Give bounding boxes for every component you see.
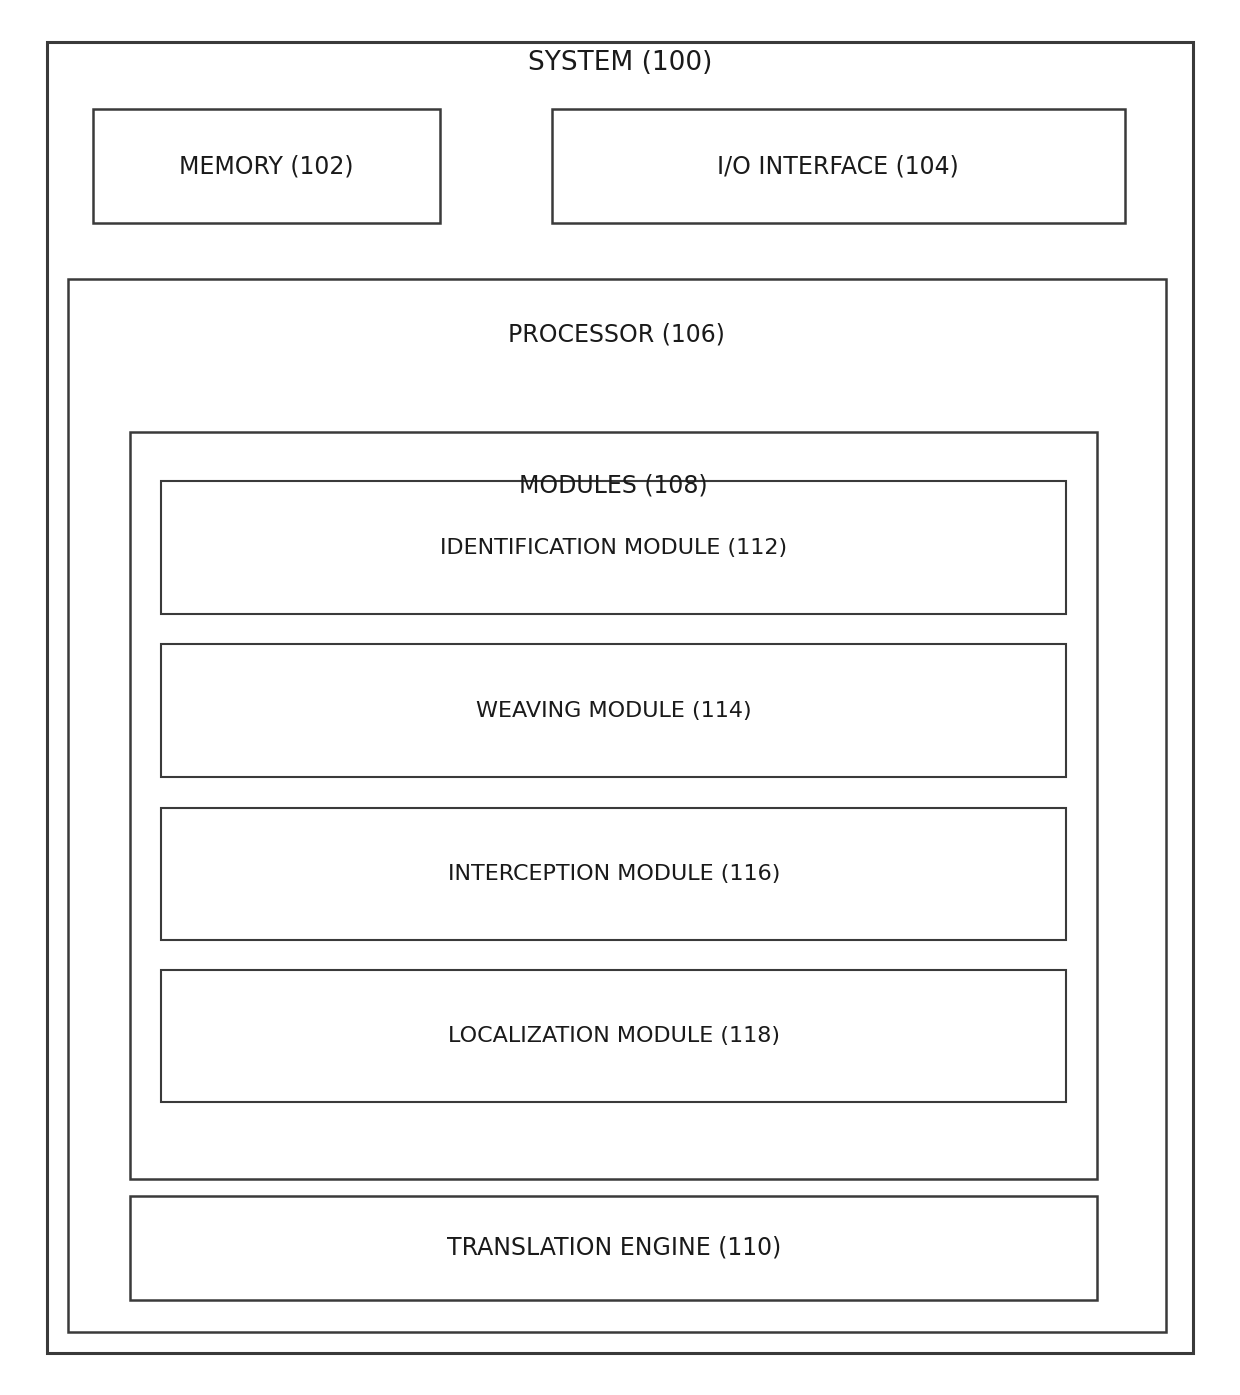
Bar — [161, 481, 1066, 614]
Text: MEMORY (102): MEMORY (102) — [180, 153, 353, 179]
Bar — [130, 1196, 1097, 1300]
Bar — [161, 808, 1066, 940]
Bar — [93, 109, 440, 223]
Text: LOCALIZATION MODULE (118): LOCALIZATION MODULE (118) — [448, 1025, 780, 1046]
Text: I/O INTERFACE (104): I/O INTERFACE (104) — [718, 153, 959, 179]
Bar — [552, 109, 1125, 223]
Bar — [161, 644, 1066, 777]
Text: WEAVING MODULE (114): WEAVING MODULE (114) — [476, 700, 751, 721]
Bar — [130, 432, 1097, 1179]
Bar — [161, 970, 1066, 1102]
Text: INTERCEPTION MODULE (116): INTERCEPTION MODULE (116) — [448, 864, 780, 884]
Bar — [68, 279, 1166, 1332]
Text: MODULES (108): MODULES (108) — [520, 473, 708, 498]
Text: IDENTIFICATION MODULE (112): IDENTIFICATION MODULE (112) — [440, 537, 787, 558]
Text: SYSTEM (100): SYSTEM (100) — [528, 50, 712, 75]
Text: TRANSLATION ENGINE (110): TRANSLATION ENGINE (110) — [446, 1236, 781, 1260]
Text: PROCESSOR (106): PROCESSOR (106) — [508, 322, 725, 347]
